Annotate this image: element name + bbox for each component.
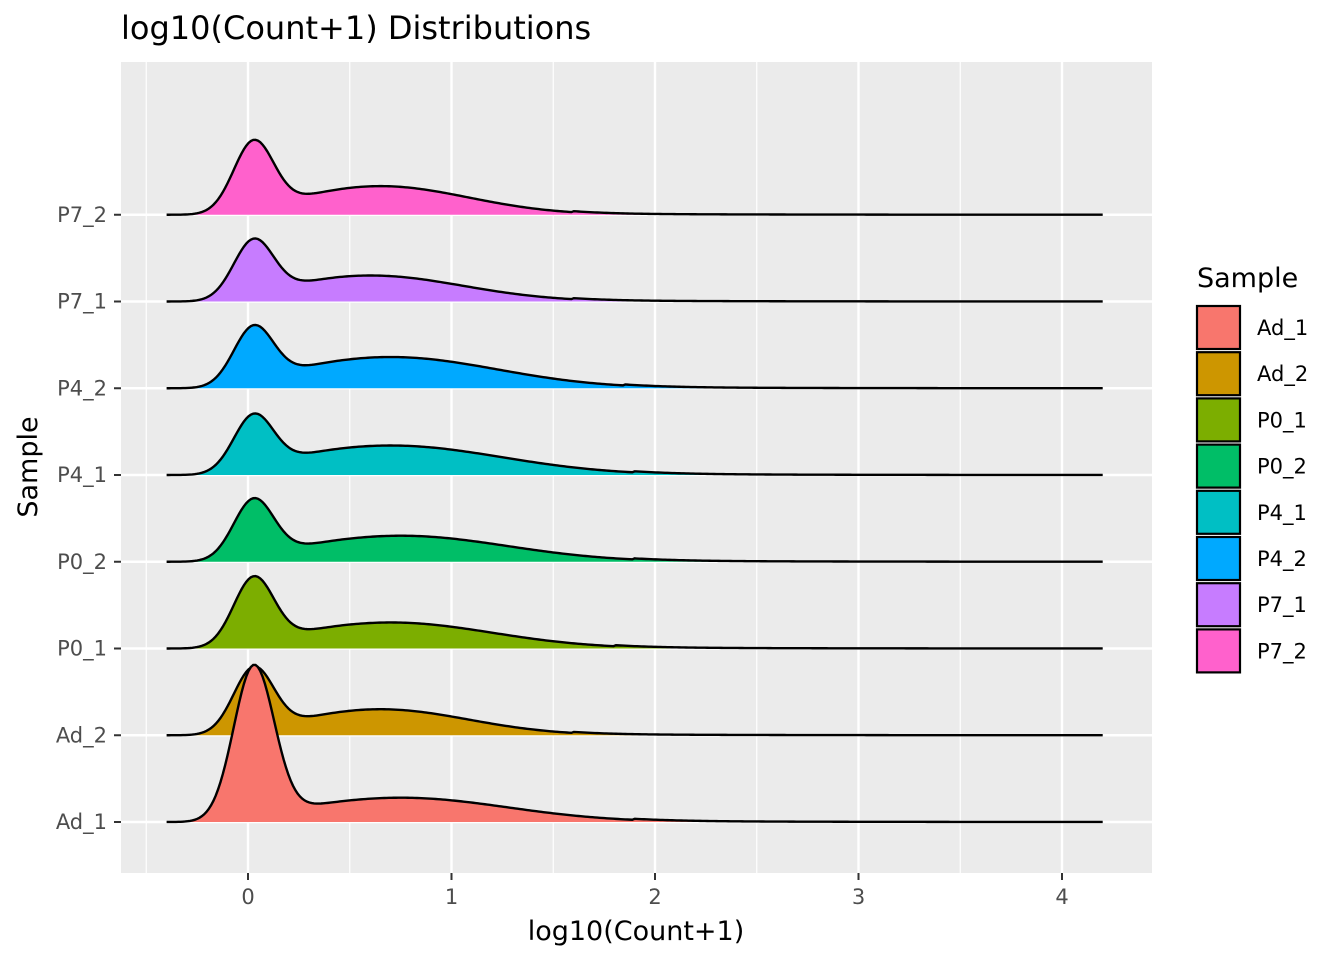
legend-key-Ad_1: [1195, 304, 1242, 351]
legend-label: P0_1: [1257, 408, 1307, 433]
ridge-fill-P7_2: [166, 139, 1103, 215]
legend-key-P4_1: [1195, 489, 1242, 535]
legend-key-P7_2: [1195, 628, 1242, 674]
y-tick-label: P0_2: [57, 550, 107, 575]
legend-label: P4_1: [1257, 501, 1307, 526]
legend: Sample Ad_1 Ad_2 P0_1 P0_2 P4_1 P4_2 P7_1 P7_2: [1195, 263, 1308, 674]
legend-label: P7_1: [1257, 593, 1307, 618]
ridge-line-P0_1: [166, 574, 1103, 650]
legend-key-P7_1: [1195, 582, 1242, 628]
x-tick-label: 0: [241, 885, 254, 909]
x-tick-label: 2: [648, 885, 661, 909]
legend-key-P0_1: [1195, 397, 1242, 443]
y-tick-label: P7_1: [57, 290, 107, 315]
legend-label: P4_2: [1257, 547, 1307, 572]
y-tick-label: P4_1: [57, 463, 107, 488]
x-tick-label: 1: [445, 885, 458, 909]
legend-label: Ad_2: [1257, 362, 1308, 387]
ridge-fill-P0_2: [166, 498, 1103, 562]
ridge-line-Ad_2: [166, 665, 1103, 737]
ridge-fill-P4_2: [166, 324, 1103, 389]
ridge-line-P7_1: [166, 237, 1103, 303]
x-tick-label: 3: [852, 885, 865, 909]
x-axis-title: log10(Count+1): [528, 916, 745, 947]
y-axis: Ad_1 Ad_2 P0_1 P0_2 P4_1 P4_2 P7_1 P7_2: [56, 203, 121, 835]
ridge-fill-Ad_1: [166, 664, 1103, 822]
legend-key-P0_2: [1195, 443, 1242, 489]
x-axis: 0 1 2 3 4: [241, 873, 1069, 909]
ridge-fill-P7_1: [166, 238, 1103, 302]
ridge-fill-P4_1: [166, 413, 1103, 475]
ridge-fill-P0_1: [166, 576, 1103, 649]
density-ridges: [166, 138, 1103, 824]
legend-key-Ad_2: [1195, 351, 1242, 397]
ridge-line-P0_2: [166, 496, 1103, 563]
y-tick-label: Ad_2: [56, 723, 107, 748]
legend-title: Sample: [1197, 263, 1298, 294]
ridge-fill-Ad_2: [166, 666, 1103, 736]
ridge-line-P4_1: [166, 412, 1103, 477]
x-tick-label: 4: [1055, 885, 1068, 909]
legend-label: P7_2: [1257, 639, 1307, 664]
legend-key-P4_2: [1195, 535, 1242, 582]
chart-title: log10(Count+1) Distributions: [121, 9, 591, 47]
ridge-line-Ad_1: [166, 663, 1103, 824]
y-axis-title: Sample: [13, 416, 44, 517]
y-tick-label: P7_2: [57, 203, 107, 228]
legend-label: P0_2: [1257, 455, 1307, 480]
legend-label: Ad_1: [1257, 316, 1308, 341]
ridge-line-P4_2: [166, 323, 1103, 390]
y-tick-label: Ad_1: [56, 810, 107, 835]
ridge-line-P7_2: [166, 138, 1103, 216]
y-tick-label: P4_2: [57, 376, 107, 401]
y-tick-label: P0_1: [57, 637, 107, 662]
